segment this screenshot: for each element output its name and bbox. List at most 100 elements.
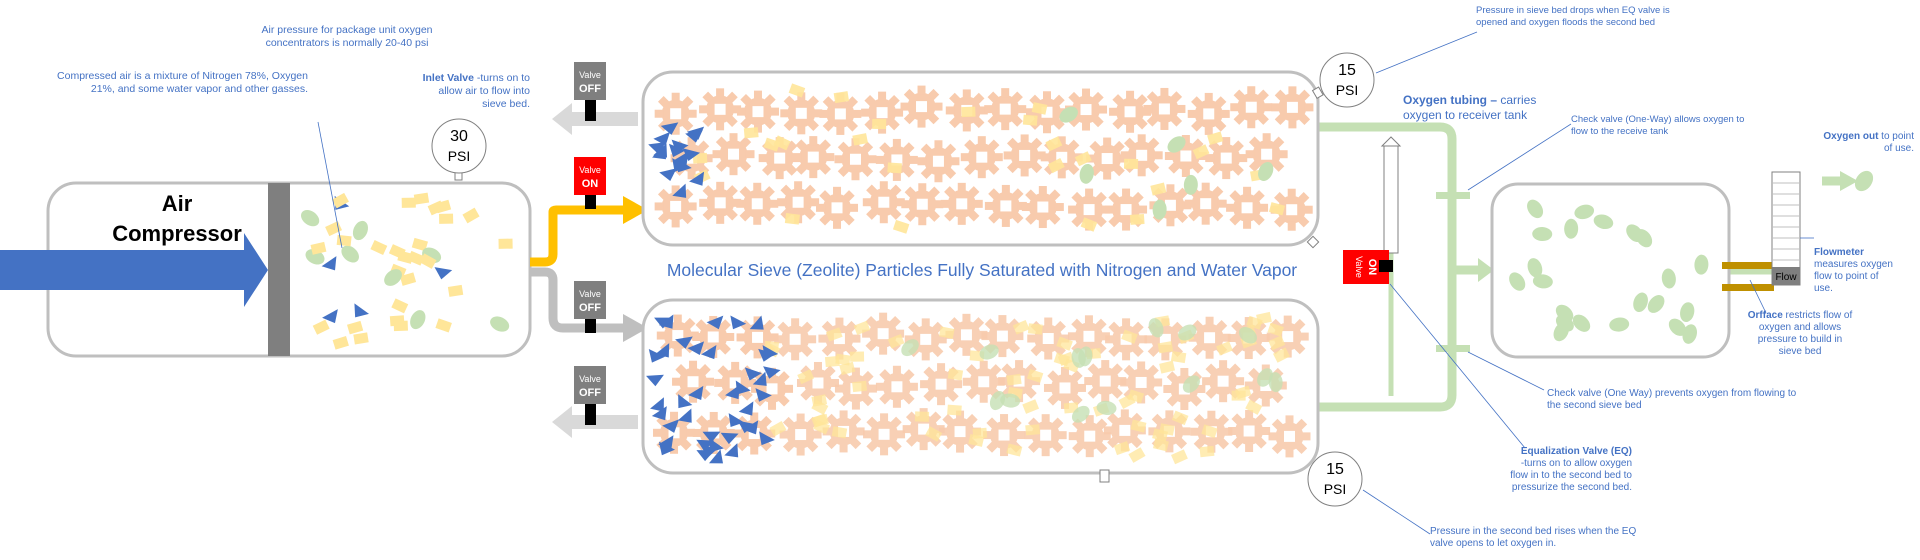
orifice-text: restricts flow of oxygen and allows pres… [1757, 310, 1853, 357]
oxygen-molecule [1682, 324, 1698, 344]
compressor-gauge-value: 30 [450, 128, 468, 145]
oxygen-molecule [989, 391, 1006, 411]
zeolite-particle [960, 136, 1003, 179]
bottom-bed-pressure-gauge: 15 PSI [1307, 451, 1363, 507]
nitrogen-molecule [833, 91, 850, 104]
zeolite-particle [774, 318, 817, 361]
nitrogen-molecule [914, 411, 930, 422]
nitrogen-molecule [370, 240, 388, 255]
water-vapor-molecule [706, 315, 724, 330]
bottom-gauge-unit: PSI [1324, 481, 1347, 497]
water-vapor-molecule [658, 314, 674, 329]
oxygen-molecule [1509, 272, 1526, 291]
compressor-piston [268, 183, 290, 356]
water-vapor-molecule [709, 449, 724, 464]
flowmeter-note: Flowmeter measures oxygen flow to point o… [1814, 247, 1898, 295]
nitrogen-molecule [462, 207, 480, 224]
zeolite-particle [1021, 186, 1064, 229]
nitrogen-molecule [938, 326, 955, 339]
nitrogen-molecule [336, 234, 352, 247]
zeolite-particle [1228, 409, 1271, 452]
nitrogen-molecule [839, 361, 856, 376]
nitrogen-molecule [1245, 399, 1263, 415]
nitrogen-molecule [1207, 131, 1224, 145]
nitrogen-molecule [849, 351, 865, 362]
zeolite-particle [1268, 415, 1311, 458]
water-vapor-molecule [701, 345, 717, 360]
zeolite-particle [1230, 86, 1273, 129]
water-vapor-molecule [658, 441, 675, 456]
nitrogen-molecule [1159, 360, 1176, 374]
sieve-caption: Molecular Sieve (Zeolite) Particles Full… [667, 260, 1297, 280]
flowmeter-title: Flowmeter [1814, 247, 1865, 258]
nitrogen-molecule [1246, 315, 1263, 330]
nitrogen-molecule [784, 213, 800, 225]
zeolite-particle [901, 183, 944, 226]
nitrogen-molecule [435, 318, 452, 333]
nitrogen-molecule [1201, 424, 1218, 439]
inlet-valve-text: -turns on to allow air to flow into siev… [438, 72, 530, 110]
nitrogen-molecule [1153, 438, 1169, 452]
oxygen-molecule [1572, 314, 1591, 332]
zeolite-particle [780, 92, 823, 135]
nitrogen-molecule [1056, 336, 1073, 351]
orifice-note: Orfface restricts flow of oxygen and all… [1745, 310, 1855, 358]
zeolite-particle [1187, 92, 1230, 135]
compressor-pressure-gauge: 30 PSI [431, 118, 487, 181]
nitrogen-molecule [427, 200, 445, 216]
nitrogen-molecule [1268, 202, 1286, 216]
oxygen-molecule [1633, 292, 1648, 313]
top-gauge-unit: PSI [1336, 82, 1359, 98]
oxygen-tubing-text: carries oxygen to receiver tank [1403, 93, 1537, 122]
oxygen-molecule [1626, 224, 1644, 243]
water-vapor-molecule [653, 143, 668, 158]
oxygen-molecule [410, 310, 426, 330]
top-inlet-valve-line1: Valve [579, 165, 601, 175]
nitrogen-molecule [411, 237, 428, 252]
eq-valve-title: Equalization Valve (EQ) [1520, 446, 1632, 457]
bottom-inlet-valve-line2: OFF [579, 302, 601, 314]
nitrogen-molecule [1118, 393, 1136, 409]
check-valve-bottom [1436, 345, 1470, 352]
compressor-gauge-unit: PSI [448, 148, 471, 164]
water-vapor-molecule [671, 139, 689, 153]
bottom-gauge-value: 15 [1326, 461, 1344, 478]
oxygen-molecule [301, 210, 320, 227]
pressure-rise-note: Pressure in the second bed rises when th… [1430, 526, 1637, 549]
water-vapor-molecule [725, 384, 740, 400]
water-vapor-molecule [720, 432, 739, 445]
water-vapor-molecule [755, 388, 772, 402]
nitrogen-molecule [1121, 329, 1138, 344]
nitrogen-molecule [769, 421, 787, 437]
nitrogen-molecule [1272, 347, 1291, 363]
check-valve-top-note: Check valve (One-Way) allows oxygen to f… [1571, 114, 1745, 137]
water-vapor-molecule [763, 366, 781, 379]
oxygen-molecule [1148, 318, 1164, 338]
oxygen-molecule [1593, 214, 1614, 230]
top-gauge-value: 15 [1338, 62, 1356, 79]
nitrogen-molecule [1128, 447, 1146, 463]
water-vapor-molecule [677, 408, 692, 423]
oxygen-molecule [1532, 227, 1553, 242]
top-exhaust-valve-line2: OFF [579, 83, 601, 95]
water-vapor-molecule [675, 336, 693, 349]
nitrogen-molecule [1006, 373, 1022, 386]
nitrogen-molecule [1113, 441, 1131, 456]
nitrogen-molecule [1171, 410, 1189, 426]
nitrogen-molecule [439, 213, 454, 224]
air-manifold [530, 103, 648, 438]
water-vapor-molecule [752, 371, 767, 386]
receiver-oxygen [1509, 199, 1709, 344]
nitrogen-molecule [1022, 399, 1040, 414]
bottom-bed-zeolite [646, 311, 1311, 465]
nitrogen-molecule [947, 404, 962, 416]
nitrogen-molecule [831, 426, 848, 439]
oxygen-tubing [1318, 122, 1842, 412]
nitrogen-molecule [1045, 136, 1063, 152]
zeolite-particle [699, 181, 742, 224]
water-vapor-molecule [686, 126, 705, 140]
air-pressure-note: Air pressure for package unit oxygen con… [261, 24, 433, 49]
water-vapor-molecule [738, 401, 754, 416]
oxygen-molecule [1000, 393, 1021, 408]
nitrogen-molecule [1267, 322, 1284, 337]
